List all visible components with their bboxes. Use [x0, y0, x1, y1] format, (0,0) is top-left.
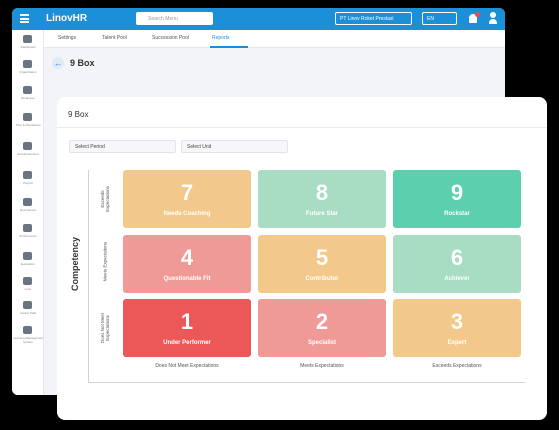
menu-button[interactable] — [20, 14, 29, 23]
box[interactable]: 8 Future Star — [258, 170, 386, 228]
back-button[interactable]: ← — [52, 57, 64, 69]
box-label: Questionable Fit — [163, 276, 211, 282]
box-number: 1 — [180, 309, 194, 334]
tab[interactable]: Settings — [58, 35, 77, 41]
sidebar-label: Learning Management System — [12, 336, 44, 344]
page-title: 9 Box — [70, 58, 95, 68]
top-bar: LinovHR Search Menu PT Linov Roket Prest… — [12, 8, 505, 30]
divider — [57, 127, 547, 128]
user-icon[interactable] — [489, 12, 497, 24]
column-label: Meets Expectations — [300, 363, 344, 369]
box-label: Rockstar — [444, 211, 470, 217]
box-number: 3 — [450, 309, 464, 334]
notification-badge — [475, 12, 480, 17]
sidebar-label: Evaluation — [20, 262, 35, 266]
row-label rot: Meets Expectations — [102, 241, 108, 282]
box-number: 4 — [180, 245, 194, 270]
logo: LinovHR — [46, 13, 88, 24]
box[interactable]: 1 Under Performer — [123, 299, 251, 357]
sidebar-label: Time & Attendance — [15, 123, 41, 127]
sidebar-label: Payroll — [23, 181, 33, 185]
filter-select[interactable]: Select Unit — [181, 140, 288, 153]
y-axis — [88, 170, 89, 382]
company-select[interactable]: PT Linov Roket Prestasi — [335, 12, 412, 25]
sidebar-icon[interactable] — [23, 198, 32, 206]
y-axis-label: Competency — [70, 237, 80, 292]
sidebar-icon[interactable] — [23, 326, 32, 334]
row-label rot: Exceeds Expectations — [100, 186, 110, 212]
sidebar-icon[interactable] — [23, 60, 32, 68]
row-label rot: Does Not Meet Expectations — [100, 313, 110, 344]
tab-bar: Settings Talent Pool Succession Pool Report… — [44, 30, 505, 48]
tab[interactable]: Talent Pool — [102, 35, 127, 41]
sidebar-icon[interactable] — [23, 224, 32, 232]
sidebar-label: Dashboard — [20, 45, 36, 49]
sidebar-label: Loan — [24, 287, 32, 291]
filter-select[interactable]: Select Period — [69, 140, 176, 153]
box-label: Needs Coaching — [163, 211, 211, 217]
box-number: 8 — [315, 180, 329, 205]
box[interactable]: 9 Rockstar — [393, 170, 521, 228]
card-title: 9 Box — [68, 110, 89, 119]
box[interactable]: 6 Achiever — [393, 235, 521, 293]
box[interactable]: 3 Expert — [393, 299, 521, 357]
box-label: Specialist — [307, 340, 336, 346]
sidebar-icon[interactable] — [23, 252, 32, 260]
box-label: Expert — [447, 340, 467, 346]
tab-indicator — [210, 46, 248, 48]
box[interactable]: 5 Contributor — [258, 235, 386, 293]
nine-box-card: 9 Box Competency Select Period Select Uni… — [57, 97, 547, 420]
column-label: Exceeds Expectations — [432, 363, 482, 369]
tab[interactable]: Reports — [212, 35, 230, 41]
box-number: 9 — [450, 180, 464, 205]
box-number: 6 — [450, 245, 464, 270]
box-number: 5 — [315, 245, 329, 270]
box-label: Contributor — [305, 276, 339, 282]
sidebar-icon[interactable] — [23, 301, 32, 309]
sidebar-icon[interactable] — [23, 142, 32, 150]
sidebar-label: Recruitment — [19, 208, 37, 212]
sidebar-label: Reimbursement — [17, 152, 39, 156]
search-box[interactable]: Search Menu — [136, 12, 213, 25]
sidebar: Dashboard Organization Employee Time & Atte… — [12, 30, 44, 395]
box-label: Under Performer — [163, 340, 211, 346]
box[interactable]: 7 Needs Coaching — [123, 170, 251, 228]
box-label: Future Star — [305, 211, 338, 217]
tab[interactable]: Succession Pool — [152, 35, 189, 41]
sidebar-icon[interactable] — [23, 113, 32, 121]
sidebar-icon[interactable] — [23, 171, 32, 179]
box-number: 2 — [315, 309, 329, 334]
language-select[interactable]: EN — [422, 12, 457, 25]
sidebar-icon[interactable] — [23, 277, 32, 285]
box-label: Achiever — [444, 276, 470, 282]
sidebar-label: Organization — [19, 70, 37, 74]
column-label: Does Not Meet Expectations — [155, 363, 219, 369]
box[interactable]: 4 Questionable Fit — [123, 235, 251, 293]
notification-icon[interactable] — [469, 14, 477, 23]
sidebar-label: Employee — [21, 96, 35, 100]
box[interactable]: 2 Specialist — [258, 299, 386, 357]
sidebar-icon[interactable] — [23, 86, 32, 94]
sidebar-icon[interactable] — [23, 35, 32, 43]
sidebar-label: Performance — [19, 234, 37, 238]
box-number: 7 — [180, 180, 194, 205]
x-axis — [88, 382, 525, 383]
sidebar-label: Career Path — [19, 311, 37, 315]
